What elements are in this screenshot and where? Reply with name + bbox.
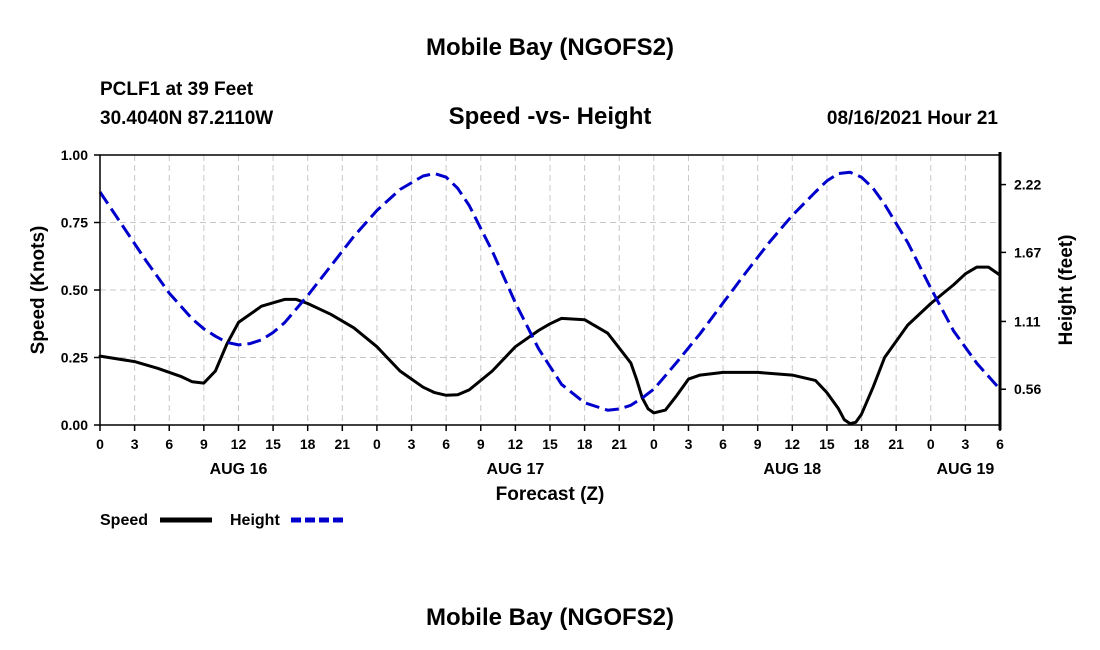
x-tick-label: 0	[650, 436, 658, 452]
x-tick-label: 6	[996, 436, 1004, 452]
x-tick-label: 0	[927, 436, 935, 452]
y-tick-label: 0.75	[61, 215, 88, 231]
day-label: AUG 17	[486, 461, 544, 478]
x-tick-label: 3	[408, 436, 416, 452]
x-axis-title: Forecast (Z)	[496, 484, 605, 505]
x-tick-label: 18	[854, 436, 870, 452]
day-label: AUG 18	[763, 461, 821, 478]
grid	[100, 155, 1000, 425]
legend-label-speed: Speed	[100, 512, 148, 529]
datetime-label: 08/16/2021 Hour 21	[827, 108, 999, 129]
station-label: PCLF1 at 39 Feet	[100, 79, 254, 100]
x-tick-label: 21	[611, 436, 627, 452]
x-tick-label: 3	[685, 436, 693, 452]
y-tick-label: 1.00	[61, 147, 88, 163]
y-axis-title-right: Height (feet)	[1056, 235, 1077, 346]
y-tick-label: 0.00	[61, 417, 88, 433]
y-right-tick-label: 1.67	[1014, 244, 1041, 260]
axis-ticks: 0 3 6 9 12 15 18 21 0 3 6 9 12 15 18 21 0 3 6 9 12 15 18 21 0 3 6 0…	[61, 147, 1042, 478]
series-lines	[98, 170, 1002, 426]
x-tick-label: 21	[888, 436, 904, 452]
series-height-line	[98, 170, 1002, 412]
y-tick-label: 0.25	[61, 350, 88, 366]
x-tick-label: 21	[335, 436, 351, 452]
x-tick-label: 0	[373, 436, 381, 452]
x-tick-label: 6	[442, 436, 450, 452]
y-right-tick-label: 0.56	[1014, 381, 1041, 397]
x-tick-label: 6	[165, 436, 173, 452]
y-axis-title-left: Speed (Knots)	[28, 226, 49, 355]
coords-label: 30.4040N 87.2110W	[100, 108, 273, 129]
x-tick-label: 9	[477, 436, 485, 452]
x-tick-label: 12	[231, 436, 247, 452]
x-tick-label: 15	[542, 436, 558, 452]
x-tick-label: 12	[785, 436, 801, 452]
legend-label-height: Height	[230, 512, 280, 529]
x-tick-label: 12	[508, 436, 524, 452]
x-tick-label: 6	[719, 436, 727, 452]
x-tick-label: 0	[96, 436, 104, 452]
x-tick-label: 3	[131, 436, 139, 452]
y-tick-label: 0.50	[61, 282, 88, 298]
x-tick-label: 9	[200, 436, 208, 452]
bottom-title: Mobile Bay (NGOFS2)	[426, 604, 674, 631]
x-tick-label: 15	[819, 436, 835, 452]
day-label: AUG 19	[936, 461, 994, 478]
x-tick-label: 15	[265, 436, 281, 452]
x-tick-label: 9	[754, 436, 762, 452]
x-tick-label: 18	[577, 436, 593, 452]
y-right-tick-label: 2.22	[1014, 177, 1041, 193]
x-tick-label: 18	[300, 436, 316, 452]
y-right-tick-label: 1.11	[1014, 313, 1041, 329]
x-tick-label: 3	[961, 436, 969, 452]
chart-title: Speed -vs- Height	[449, 103, 652, 130]
series-speed-line	[98, 265, 1002, 426]
legend: Speed Height	[100, 512, 343, 529]
top-title: Mobile Bay (NGOFS2)	[426, 34, 674, 61]
day-label: AUG 16	[210, 461, 268, 478]
